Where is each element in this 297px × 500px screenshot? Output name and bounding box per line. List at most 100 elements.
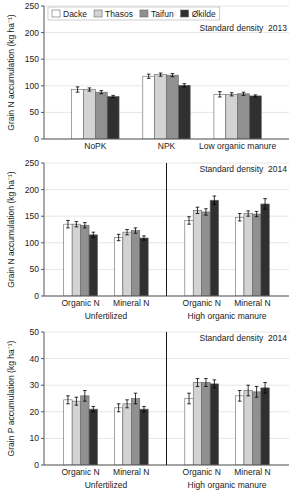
x-tick-label: Mineral N xyxy=(113,467,149,477)
bar xyxy=(89,409,97,465)
legend-swatch xyxy=(94,10,102,17)
x-tick-label: Organic N xyxy=(183,298,221,308)
y-tick-label: 30 xyxy=(30,380,40,390)
bar xyxy=(140,409,148,465)
bar xyxy=(210,200,218,296)
y-tick-label: 150 xyxy=(25,211,39,221)
y-axis-label: Grain N accumulation (kg ha⁻¹) xyxy=(6,171,16,288)
legend-label: Økilde xyxy=(192,9,216,19)
bar xyxy=(72,224,80,296)
bar xyxy=(64,400,72,465)
error-bar xyxy=(88,88,92,91)
y-tick-label: 40 xyxy=(30,354,40,364)
chart: 050100150200250NoPKNPKLow organic manure… xyxy=(0,0,297,500)
error-bar xyxy=(147,74,151,78)
grid-line xyxy=(44,6,289,7)
y-tick-label: 100 xyxy=(25,81,39,91)
bar xyxy=(178,85,190,139)
y-axis-label: Grain N accumulation (kg ha⁻¹) xyxy=(6,14,16,131)
error-bar xyxy=(75,222,79,227)
bar xyxy=(226,94,238,139)
title: Standard density 2013 xyxy=(200,23,288,33)
y-tick-label: 0 xyxy=(34,291,39,301)
bar xyxy=(185,399,193,466)
bar xyxy=(235,217,243,296)
error-bar xyxy=(246,385,250,396)
bar xyxy=(72,401,80,465)
bar xyxy=(131,399,139,466)
bar xyxy=(131,231,139,296)
bar xyxy=(89,235,97,296)
y-tick-label: 0 xyxy=(34,134,39,144)
x-tick-label: Organic N xyxy=(183,467,221,477)
legend-swatch xyxy=(52,10,60,17)
x-tick-label: Organic N xyxy=(61,298,99,308)
error-bar xyxy=(76,87,80,92)
section-label: Unfertilized xyxy=(85,480,128,490)
error-bar xyxy=(134,393,138,404)
grid-line xyxy=(44,59,289,60)
error-bar xyxy=(204,379,208,387)
error-bar xyxy=(99,91,103,94)
error-bar xyxy=(182,84,186,87)
error-bar xyxy=(246,211,250,216)
bar xyxy=(64,224,72,296)
x-tick-label: Mineral N xyxy=(113,298,149,308)
y-tick-label: 10 xyxy=(30,433,40,443)
bar xyxy=(95,92,107,139)
error-bar xyxy=(134,228,138,233)
bar xyxy=(214,94,226,139)
grid-line xyxy=(44,139,289,140)
y-tick-label: 50 xyxy=(30,107,40,117)
error-bar xyxy=(204,209,208,215)
error-bar xyxy=(142,406,146,411)
bar xyxy=(261,388,269,465)
error-bar xyxy=(187,393,191,404)
x-tick-label: Mineral N xyxy=(234,298,270,308)
error-bar xyxy=(83,391,87,402)
error-bar xyxy=(263,383,267,394)
error-bar xyxy=(230,93,234,96)
section-label: High organic manure xyxy=(188,480,267,490)
bar xyxy=(193,383,201,465)
y-tick-label: 250 xyxy=(25,1,39,11)
y-tick-label: 50 xyxy=(30,264,40,274)
error-bar xyxy=(117,234,121,240)
error-bar xyxy=(187,217,191,224)
error-bar xyxy=(238,214,242,221)
error-bar xyxy=(255,211,259,216)
error-bar xyxy=(83,223,87,228)
bar xyxy=(202,212,210,296)
error-bar xyxy=(117,404,121,412)
bar xyxy=(167,75,179,139)
bar xyxy=(155,75,167,139)
bar xyxy=(235,396,243,465)
error-bar xyxy=(142,236,146,240)
error-bar xyxy=(125,400,129,408)
bar xyxy=(261,204,269,296)
bar xyxy=(210,384,218,465)
y-tick-label: 100 xyxy=(25,238,39,248)
legend-frame xyxy=(48,7,220,20)
legend-label: Taifun xyxy=(151,9,174,19)
error-bar xyxy=(218,92,222,97)
bar xyxy=(143,76,155,139)
bar xyxy=(244,214,252,296)
bar xyxy=(202,383,210,465)
section-label: Unfertilized xyxy=(85,311,128,321)
error-bar xyxy=(66,396,70,404)
error-bar xyxy=(111,95,115,97)
panel: 050100150200250NoPKNPKLow organic manure… xyxy=(6,1,289,151)
x-axis xyxy=(44,139,289,140)
bar xyxy=(252,392,260,465)
section-divider xyxy=(166,163,167,296)
legend-swatch xyxy=(140,10,148,17)
error-bar xyxy=(171,74,175,77)
marks xyxy=(72,73,262,139)
bar xyxy=(238,94,250,139)
error-bar xyxy=(242,92,246,95)
y-tick-label: 200 xyxy=(25,185,39,195)
bar xyxy=(84,90,96,139)
error-bar xyxy=(66,220,70,227)
y-tick-label: 200 xyxy=(25,28,39,38)
